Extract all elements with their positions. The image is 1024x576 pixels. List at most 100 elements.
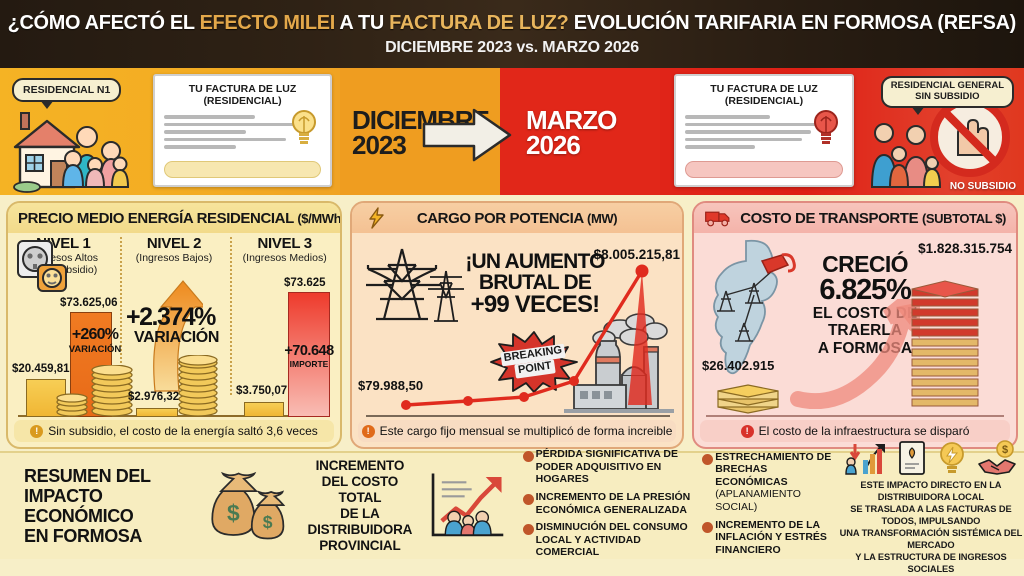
summary-title: RESUMEN DEL IMPACTO ECONÓMICO EN FORMOSA: [24, 465, 151, 547]
bar-n3-after: [288, 292, 330, 417]
curved-growth-arrow-icon: [790, 299, 920, 409]
money-bags-icon: $ $: [211, 471, 286, 540]
energy-bar-chart: $20.459,81 $73.625,06 +260% VARIACIÓN: [8, 277, 340, 417]
large-money-stack-icon: [911, 280, 979, 407]
panel-energy-note: ! Sin subsidio, el costo de la energía s…: [14, 420, 334, 442]
systemic-impact-text: ESTE IMPACTO DIRECTO EN LA DISTRIBUIDORA…: [839, 480, 1023, 574]
power-tower-icon: [366, 248, 464, 322]
incremento-label: INCREMENTO DEL COSTO TOTAL DE LA DISTRIB…: [307, 458, 413, 553]
bill-before-total-bar: [164, 161, 321, 178]
power-headline: ¡UN AUMENTO BRUTAL DE +99 VECES!: [465, 250, 605, 318]
list-item: ESTRECHAMIENTO DE BRECHAS ECONÓMICAS (AP…: [702, 451, 836, 514]
panel-transport-title: COSTO DE TRANSPORTE: [740, 209, 922, 227]
value-n2-before: $2.976,32: [128, 391, 180, 403]
power-socket-icon: [17, 240, 67, 292]
power-value-end: $8.005.215,81: [593, 247, 680, 262]
residencial-general-sin-subsidio-bubble: RESIDENCIAL GENERAL SIN SUBSIDIO: [880, 76, 1014, 115]
bar-n2-before: [136, 408, 178, 417]
coin-stack-icon-2: [178, 355, 218, 417]
household-illustration-after: RESIDENCIAL GENERAL SIN SUBSIDIO NO SUBS…: [862, 68, 1024, 195]
warning-icon: !: [30, 424, 44, 438]
coin-stack-icon-1: [91, 365, 133, 417]
value-n3-after: $73.625: [284, 277, 326, 289]
transport-value-start: $26.402.915: [702, 358, 775, 373]
family-icon-after: [870, 123, 942, 188]
lightbulb-icon: [939, 442, 964, 474]
n3-importe-block: +70.648 IMPORTE: [284, 343, 334, 369]
argentina-map-icon: [713, 239, 796, 375]
bill-after-subtitle: (RESIDENCIAL): [724, 95, 804, 108]
panel-power-unit: (MW): [587, 210, 618, 226]
level-2-header: NIVEL 2 (Ingresos Bajos): [135, 235, 213, 264]
warning-icon: !: [361, 424, 375, 438]
household-illustration-before: RESIDENCIAL N1: [0, 68, 145, 195]
power-line-chart: $79.988,50 $8.005.215,81: [352, 247, 682, 417]
svg-text:$: $: [263, 512, 273, 532]
bill-card-after: TU FACTURA DE LUZ (RESIDENCIAL): [674, 74, 854, 187]
breaking-point-badge: BREAKING POINT: [488, 331, 580, 393]
power-trend-line: [401, 264, 652, 410]
n2-variation-label: VARIACIÓN: [134, 329, 219, 346]
divider-1: [120, 237, 122, 395]
svg-text:$: $: [1002, 444, 1008, 456]
arrow-right-icon: [422, 108, 512, 162]
panel-energy-unit: ($/MWh): [297, 210, 342, 226]
power-value-start: $79.988,50: [358, 378, 424, 393]
banner-before-section: RESIDENCIAL N1: [0, 68, 340, 195]
lightning-icon: [369, 207, 384, 229]
panel-power-note: ! Este cargo fijo mensual se multiplicó …: [358, 420, 676, 442]
bill-before-lines: [164, 115, 321, 149]
transport-bar-chart: $26.402.915: [694, 241, 1016, 417]
value-n1-before: $20.459,81: [12, 363, 70, 375]
list-item: PÉRDIDA SIGNIFICATIVA DE PODER ADQUISITI…: [522, 448, 699, 486]
panel-energia-residencial: PRECIO MEDIO ENERGÍA RESIDENCIAL ($/MWh)…: [6, 201, 342, 449]
residential-n1-bubble: RESIDENCIAL N1: [12, 78, 122, 109]
page-title: ¿CÓMO AFECTÓ EL EFECTO MILEI A TU FACTUR…: [7, 11, 1017, 34]
growth-chart-icon: [431, 473, 504, 537]
warning-icon: !: [740, 424, 754, 438]
impact-bullets-col2: ESTRECHAMIENTO DE BRECHAS ECONÓMICAS (AP…: [702, 451, 836, 562]
date-after: MARZO 2026: [526, 105, 617, 160]
highlight-factura-de-luz: FACTURA DE LUZ?: [389, 11, 569, 34]
list-item: INCREMENTO DE LA INFLACIÓN Y ESTRÉS FINA…: [702, 519, 836, 557]
bill-before-subtitle: (RESIDENCIAL): [203, 95, 282, 108]
orange-up-arrow-icon: [153, 280, 203, 392]
panel-cargo-por-potencia: CARGO POR POTENCIA (MW) ¡UN AUMENTO BRU: [350, 201, 684, 449]
transport-chart-baseline: [706, 415, 1004, 417]
value-n1-after: $73.625,06: [60, 297, 118, 309]
list-item: DISMINUCIÓN DEL CONSUMO LOCAL Y ACTIVIDA…: [522, 521, 699, 559]
list-item: INCREMENTO DE LA PRESIÓN ECONÓMICA GENER…: [522, 491, 699, 516]
summary-footer: RESUMEN DEL IMPACTO ECONÓMICO EN FORMOSA…: [0, 440, 1024, 574]
transport-value-end: $1.828.315.754: [918, 241, 1012, 256]
page-header: ¿CÓMO AFECTÓ EL EFECTO MILEI A TU FACTUR…: [0, 0, 1024, 68]
no-subsidy-label: NO SUBSIDIO: [949, 181, 1016, 192]
divider-2: [230, 237, 232, 395]
bill-after-title: TU FACTURA DE LUZ: [710, 83, 818, 95]
lightbulb-icon-before: [292, 110, 316, 144]
panel-transport-unit: (SUBTOTAL $): [921, 210, 1006, 226]
document-icon: [898, 441, 925, 476]
panel-power-title: CARGO POR POTENCIA: [416, 209, 588, 227]
date-after-block: MARZO 2026: [422, 68, 660, 195]
small-money-stack-icon: [717, 384, 779, 414]
svg-text:$: $: [227, 500, 240, 526]
bill-after-total-bar: [685, 161, 843, 178]
impact-bullets-col1: PÉRDIDA SIGNIFICATIVA DE PODER ADQUISITI…: [522, 448, 699, 564]
comparison-banner: RESIDENCIAL N1: [0, 68, 1024, 195]
n1-variation-block: +260% VARIACIÓN: [68, 326, 122, 355]
systemic-impact-icons: $: [838, 436, 1024, 476]
panel-energy-title: PRECIO MEDIO ENERGÍA RESIDENCIAL: [18, 209, 298, 227]
n2-variation-pct: +2.374%: [126, 303, 216, 331]
bar-chart-arrow-icon: [845, 444, 885, 476]
metric-panels: PRECIO MEDIO ENERGÍA RESIDENCIAL ($/MWh)…: [0, 197, 1024, 449]
coin-stack-icon-small: [56, 393, 88, 417]
lightbulb-icon-after: [814, 110, 838, 144]
panel-transport-note: ! El costo de la infraestructura se disp…: [700, 420, 1010, 442]
value-n3-before: $3.750,07: [236, 385, 288, 397]
banner-after-section: TU FACTURA DE LUZ (RESIDENCIAL) RESIDENC…: [660, 68, 1024, 195]
bill-card-before: TU FACTURA DE LUZ (RESIDENCIAL): [153, 74, 332, 187]
handshake-dollar-icon: $: [978, 440, 1016, 476]
bill-before-title: TU FACTURA DE LUZ: [188, 83, 297, 95]
bill-after-lines: [685, 115, 843, 149]
systemic-impact-block: $ ESTE IMPACTO DIRECTO EN LA DISTRIBUIDO…: [838, 436, 1024, 575]
